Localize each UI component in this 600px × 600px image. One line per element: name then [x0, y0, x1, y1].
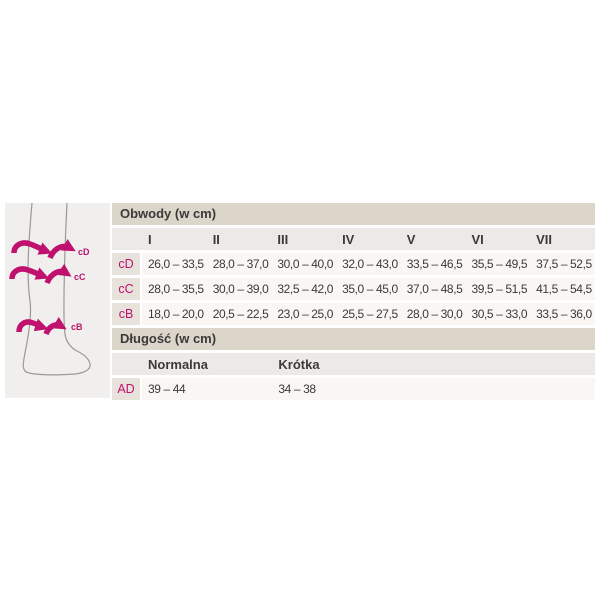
row-body: 26,0 – 33,5 28,0 – 37,0 30,0 – 40,0 32,0 – … [142, 253, 595, 275]
size-range-cell: 20,5 – 22,5 [212, 307, 269, 321]
leg-measurement-diagram: cD cC cB [5, 202, 110, 398]
table-row-cD: cD 26,0 – 33,5 28,0 – 37,0 30,0 – 40,0 32,0 … [112, 253, 595, 275]
size-range-cell: 30,0 – 40,0 [277, 257, 334, 271]
size-range-cell: 18,0 – 20,0 [148, 307, 204, 321]
length-value-krotka: 34 – 38 [278, 382, 316, 396]
arrow-label-cD: cD [78, 247, 90, 257]
row-body: 18,0 – 20,0 20,5 – 22,5 23,0 – 25,0 25,5 – … [142, 303, 595, 325]
length-row-body: 39 – 44 34 – 38 [142, 378, 595, 400]
measurement-arrow-cB: cB [16, 316, 83, 336]
size-range-cell: 28,0 – 35,5 [148, 282, 204, 296]
size-range-cell: 35,5 – 49,5 [471, 257, 528, 271]
measurement-arrow-cD: cD [11, 238, 90, 260]
length-value-normalna: 39 – 44 [148, 382, 186, 396]
circumference-rows: cD 26,0 – 33,5 28,0 – 37,0 30,0 – 40,0 32,0 … [112, 253, 595, 325]
row-label-AD: AD [112, 378, 140, 400]
length-row-AD: AD 39 – 44 34 – 38 [112, 378, 595, 400]
column-header: I [148, 231, 152, 247]
length-table-title: Długość (w cm) [112, 328, 595, 350]
size-range-cell: 37,5 – 52,5 [536, 257, 592, 271]
row-label-cC: cC [112, 278, 140, 300]
column-header: II [212, 231, 220, 247]
size-range-cell: 41,5 – 54,5 [536, 282, 592, 296]
size-range-cell: 39,5 – 51,5 [471, 282, 528, 296]
size-range-cell: 30,0 – 39,0 [212, 282, 269, 296]
leg-outline [22, 202, 91, 376]
size-tables: Obwody (w cm) I II III IV V VI VII cD 26,0 – 33… [112, 203, 595, 403]
column-header-krotka: Krótka [278, 356, 320, 372]
size-range-cell: 25,5 – 27,5 [342, 307, 398, 321]
size-range-cell: 26,0 – 33,5 [148, 257, 204, 271]
column-header-normalna: Normalna [148, 356, 208, 372]
column-header: VI [471, 231, 484, 247]
arrow-label-cC: cC [74, 272, 86, 282]
circumference-column-headers: I II III IV V VI VII [112, 228, 595, 250]
row-label-cB: cB [112, 303, 140, 325]
circumference-table-title: Obwody (w cm) [112, 203, 595, 225]
size-range-cell: 30,5 – 33,0 [471, 307, 528, 321]
size-range-cell: 33,5 – 36,0 [536, 307, 592, 321]
size-range-cell: 32,5 – 42,0 [277, 282, 334, 296]
size-range-cell: 28,0 – 30,0 [406, 307, 463, 321]
column-header: IV [342, 231, 355, 247]
table-row-cB: cB 18,0 – 20,0 20,5 – 22,5 23,0 – 25,0 25,5 … [112, 303, 595, 325]
size-range-cell: 28,0 – 37,0 [212, 257, 269, 271]
row-body: 28,0 – 35,5 30,0 – 39,0 32,5 – 42,0 35,0 – … [142, 278, 595, 300]
column-header: VII [536, 231, 553, 247]
arrow-label-cB: cB [71, 322, 83, 332]
leg-diagram-icon: cD cC cB [9, 202, 91, 376]
size-range-cell: 35,0 – 45,0 [342, 282, 398, 296]
column-header: V [406, 231, 416, 247]
measurement-arrow-cC: cC [9, 263, 86, 285]
size-range-cell: 32,0 – 43,0 [342, 257, 398, 271]
size-range-cell: 23,0 – 25,0 [277, 307, 334, 321]
size-range-cell: 33,5 – 46,5 [406, 257, 463, 271]
row-label-cD: cD [112, 253, 140, 275]
size-range-cell: 37,0 – 48,5 [406, 282, 463, 296]
table-row-cC: cC 28,0 – 35,5 30,0 – 39,0 32,5 – 42,0 35,0 … [112, 278, 595, 300]
length-column-headers: Normalna Krótka [112, 353, 595, 375]
column-header: III [277, 231, 289, 247]
